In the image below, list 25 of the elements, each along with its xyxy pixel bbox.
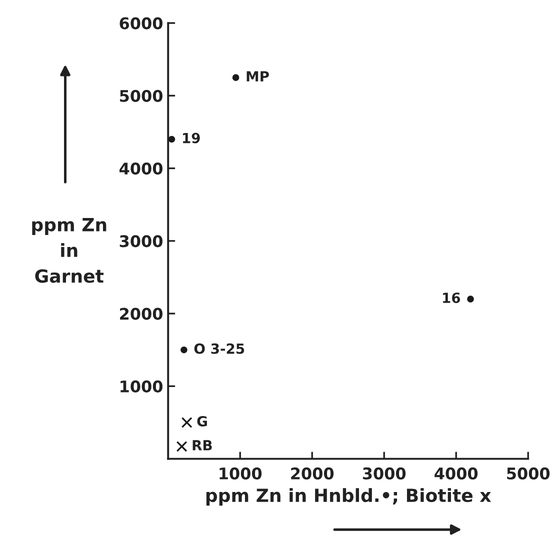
x-tick-label: 5000 [507, 467, 550, 480]
annotation: 19 [183, 132, 200, 144]
point [168, 136, 176, 143]
x-tick-label: 2000 [291, 467, 334, 480]
annotation: 16 [443, 292, 460, 304]
annotation: O 3-25 [194, 343, 244, 354]
y-axis-title: ppm Zn in Garnet [32, 218, 106, 283]
annotation: G [197, 416, 207, 427]
y-tick-label: 1000 [120, 380, 162, 392]
x-tick-label: 4000 [434, 467, 478, 480]
point [232, 74, 240, 81]
annotation: MP [246, 71, 269, 82]
y-tick-label: 4000 [120, 162, 162, 175]
y-tick-label: 5000 [120, 90, 162, 102]
point [467, 296, 474, 302]
annotation: RB [192, 440, 212, 450]
x-tick-label: 3000 [362, 467, 406, 480]
point [180, 346, 188, 354]
point [181, 417, 192, 428]
y-tick-label: 6000 [120, 17, 162, 30]
point [176, 440, 188, 452]
y-tick-label: 2000 [120, 308, 162, 320]
x-tick-label: 1000 [220, 467, 262, 480]
y-tick-label: 3000 [120, 235, 162, 248]
x-axis-title: ppm Zn in Hnbld.•; Biotite x [206, 488, 492, 506]
